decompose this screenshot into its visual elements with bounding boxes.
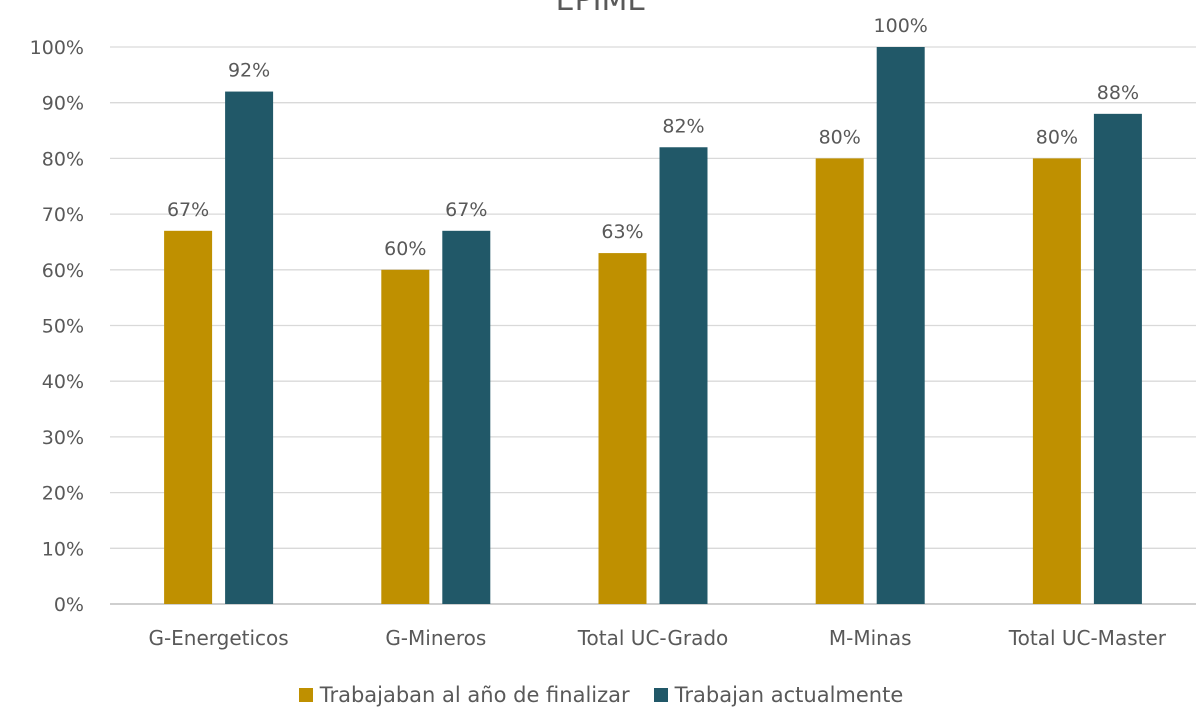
bar — [659, 147, 708, 604]
data-label: 88% — [1097, 82, 1139, 104]
y-tick-label: 100% — [30, 37, 84, 59]
x-tick-label: Total UC-Grado — [577, 626, 729, 650]
chart-title: EPIME — [555, 0, 647, 18]
bar — [876, 47, 925, 604]
bar — [1093, 113, 1142, 604]
x-tick-label: Total UC-Master — [1008, 626, 1167, 650]
y-tick-label: 90% — [42, 93, 84, 115]
bar — [815, 158, 864, 604]
y-tick-label: 20% — [42, 483, 84, 505]
x-tick-label: G-Mineros — [385, 626, 486, 650]
y-tick-label: 10% — [42, 538, 84, 560]
y-tick-label: 30% — [42, 427, 84, 449]
data-label: 80% — [1036, 126, 1078, 148]
bar — [598, 253, 647, 604]
bar — [442, 230, 491, 604]
data-label: 67% — [445, 199, 487, 221]
data-label: 63% — [601, 221, 643, 243]
chart-legend: Trabajaban al año de finalizar Trabajan … — [0, 683, 1202, 707]
data-label: 82% — [662, 115, 704, 137]
y-tick-label: 60% — [42, 260, 84, 282]
y-tick-label: 80% — [42, 148, 84, 170]
data-label: 67% — [167, 199, 209, 221]
data-label: 60% — [384, 238, 426, 260]
legend-entry-series-2: Trabajan actualmente — [653, 683, 904, 707]
data-label: 100% — [874, 15, 928, 37]
y-tick-label: 70% — [42, 204, 84, 226]
legend-swatch-series-1 — [298, 688, 313, 702]
data-label: 92% — [228, 60, 270, 82]
bar — [164, 230, 213, 604]
y-tick-label: 40% — [42, 371, 84, 393]
x-tick-label: M-Minas — [829, 626, 912, 650]
bar — [225, 91, 274, 604]
legend-label-series-2: Trabajan actualmente — [674, 683, 904, 707]
legend-label-series-1: Trabajaban al año de finalizar — [319, 683, 630, 707]
bar — [1032, 158, 1081, 604]
y-tick-label: 0% — [54, 594, 84, 616]
legend-entry-series-1: Trabajaban al año de finalizar — [298, 683, 630, 707]
y-tick-label: 50% — [42, 316, 84, 338]
x-tick-label: G-Energeticos — [148, 626, 288, 650]
bar — [381, 269, 430, 604]
data-label: 80% — [819, 126, 861, 148]
legend-swatch-series-2 — [653, 688, 668, 702]
